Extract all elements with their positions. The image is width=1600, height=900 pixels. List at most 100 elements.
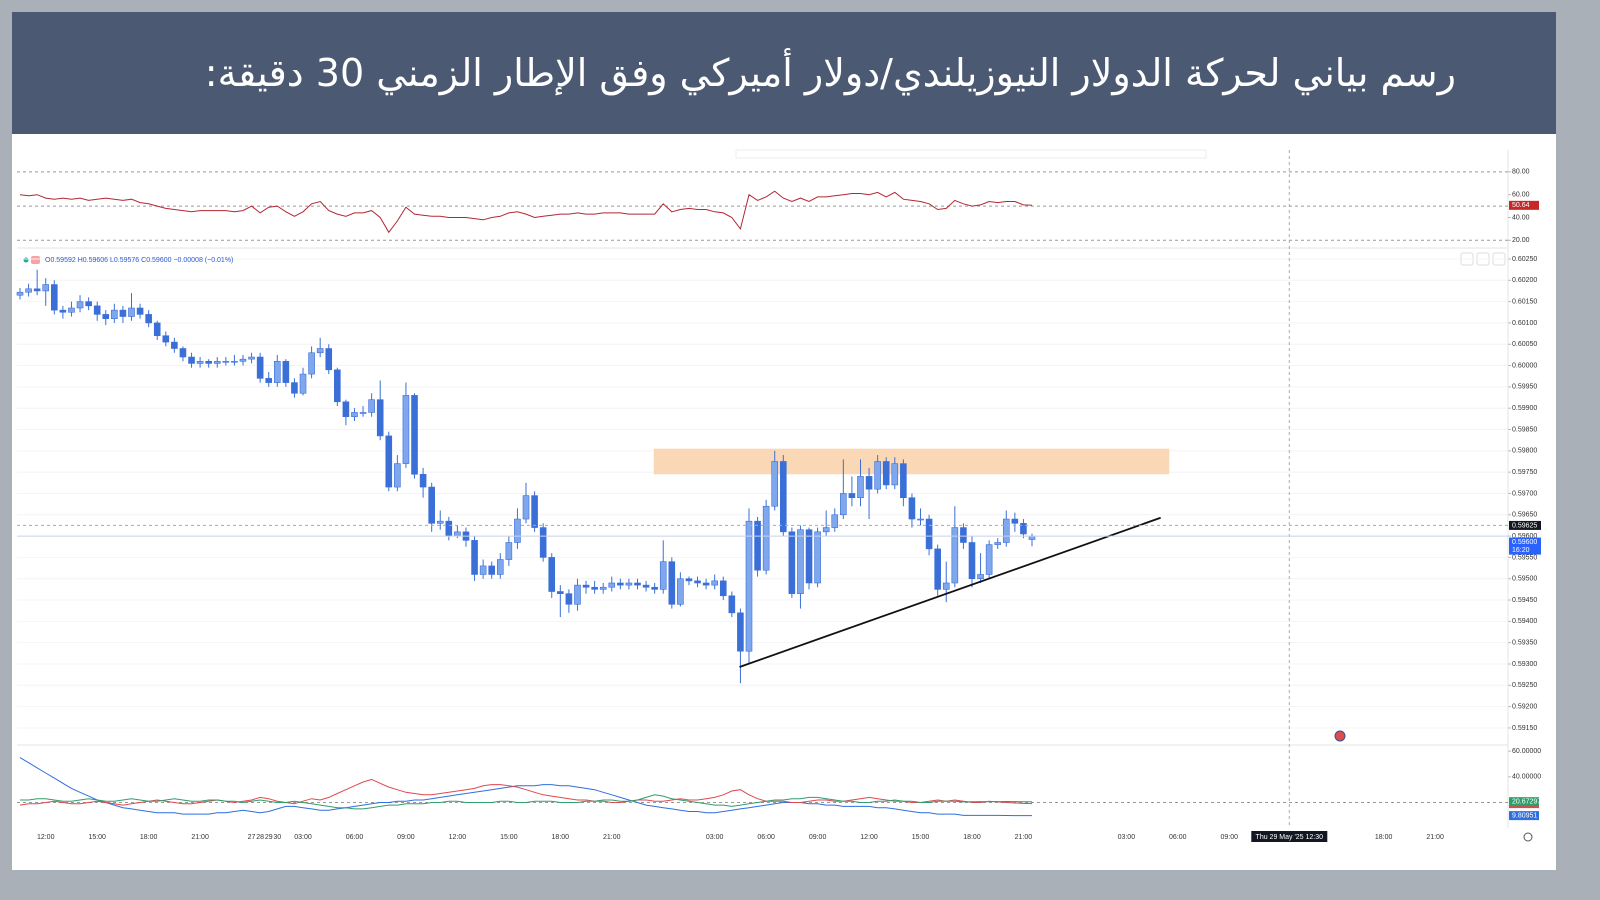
candle-body — [557, 591, 564, 594]
x-tick-label: 09:00 — [809, 834, 827, 841]
candle-body — [479, 565, 487, 575]
candle-body — [299, 373, 307, 394]
candle-body — [565, 593, 573, 605]
x-tick-label: 12:00 — [860, 834, 878, 841]
candle-body — [951, 527, 959, 584]
candle-body — [85, 301, 92, 307]
candle-body — [42, 284, 50, 292]
price-label: 0.59600 — [1512, 539, 1537, 546]
candle-body — [248, 356, 255, 360]
symbol-icon[interactable] — [31, 256, 40, 264]
x-tick-label: 12:00 — [449, 834, 467, 841]
candle-body — [128, 307, 135, 317]
series-line — [20, 794, 1032, 810]
ohlc-legend: O0.59592 H0.59606 L0.59576 C0.59600 −0.0… — [45, 257, 233, 264]
candle-body — [76, 301, 84, 309]
candle-body — [668, 561, 676, 605]
candle-body — [454, 531, 461, 537]
candle-body — [719, 580, 727, 597]
y-tick-label: 0.59500 — [1512, 576, 1537, 583]
candle-body — [582, 584, 590, 588]
candle-body — [539, 527, 547, 558]
x-tick-label: 03:00 — [1118, 834, 1136, 841]
x-tick-label: 18:00 — [552, 834, 570, 841]
candle-body — [68, 307, 75, 313]
candle-body — [505, 542, 513, 560]
candle-body — [213, 360, 221, 364]
x-tick-label: 15:00 — [912, 834, 930, 841]
candle-body — [359, 412, 367, 414]
crosshair-label: Thu 29 May '25 12:30 — [1256, 834, 1324, 841]
candle-body — [1020, 523, 1027, 535]
x-tick-label: 12:00 — [37, 834, 55, 841]
candle-body — [745, 520, 753, 652]
settings-icon[interactable] — [1523, 832, 1533, 842]
y-tick-label: 0.60000 — [1512, 362, 1537, 369]
candle-body — [762, 505, 770, 571]
y-tick-label: 0.59800 — [1512, 448, 1537, 455]
x-tick-label: 21:00 — [1015, 834, 1033, 841]
candle-body — [179, 348, 187, 358]
x-tick-label: 06:00 — [346, 834, 364, 841]
y-tick-label: 0.60250 — [1512, 256, 1537, 263]
candle-body — [711, 580, 718, 586]
candle-body — [942, 582, 950, 590]
candle-body — [865, 476, 873, 490]
candle-body — [402, 395, 410, 464]
y-tick-label: 0.59850 — [1512, 426, 1537, 433]
candle-body — [677, 578, 684, 605]
trendline — [739, 516, 1161, 668]
y-tick-label: 60.00 — [1512, 192, 1530, 199]
y-tick-label: 0.59450 — [1512, 597, 1537, 604]
candle-body — [608, 582, 616, 588]
candle-body — [617, 582, 624, 586]
candle-body — [33, 288, 41, 292]
candle-body — [376, 399, 384, 437]
y-tick-label: 0.59900 — [1512, 405, 1537, 412]
candle-body — [102, 314, 110, 319]
x-tick-label: 28 — [256, 834, 264, 841]
x-tick-label: 21:00 — [1426, 834, 1444, 841]
price-label-box — [1509, 537, 1541, 555]
candle-body — [231, 360, 238, 363]
series-line — [19, 190, 1033, 234]
candle-body — [728, 595, 736, 614]
y-tick-label: 0.60150 — [1512, 298, 1537, 305]
last-value-box — [1509, 797, 1539, 807]
y-tick-label: 0.59650 — [1512, 512, 1537, 519]
candle-body — [814, 531, 821, 584]
candle-body — [51, 284, 58, 311]
candle-body — [891, 463, 899, 486]
candle-body — [385, 435, 393, 488]
candle-body — [522, 495, 530, 520]
y-tick-label: 0.59700 — [1512, 490, 1537, 497]
y-tick-label: 80.00 — [1512, 169, 1530, 176]
x-tick-label: 15:00 — [88, 834, 106, 841]
y-tick-label: 0.59350 — [1512, 640, 1537, 647]
x-tick-label: 27 — [248, 834, 256, 841]
price-label-box — [1509, 520, 1541, 530]
candle-body — [659, 561, 667, 590]
candle-body — [256, 356, 264, 379]
candle-body — [634, 582, 641, 586]
candle-body — [394, 463, 401, 488]
title: رسم بياني لحركة الدولار النيوزيلندي/دولا… — [204, 51, 1456, 95]
candle-body — [205, 360, 212, 364]
y-tick-label: 20.00 — [1512, 237, 1530, 244]
last-value-box — [1509, 200, 1539, 210]
candle-body — [1011, 518, 1019, 524]
candle-body — [737, 612, 744, 652]
last-value-label: 50.64 — [1512, 202, 1530, 209]
candle-body — [968, 542, 976, 580]
candle-body — [153, 322, 161, 337]
candle-body — [514, 518, 521, 543]
candle-body — [805, 529, 813, 584]
event-flag[interactable] — [1334, 730, 1346, 742]
candle-body — [16, 291, 24, 296]
candle-body — [316, 348, 324, 354]
candle-body — [917, 518, 924, 521]
countdown: 16:20 — [1512, 547, 1530, 554]
candle-body — [685, 578, 693, 582]
candle-body — [145, 314, 152, 324]
